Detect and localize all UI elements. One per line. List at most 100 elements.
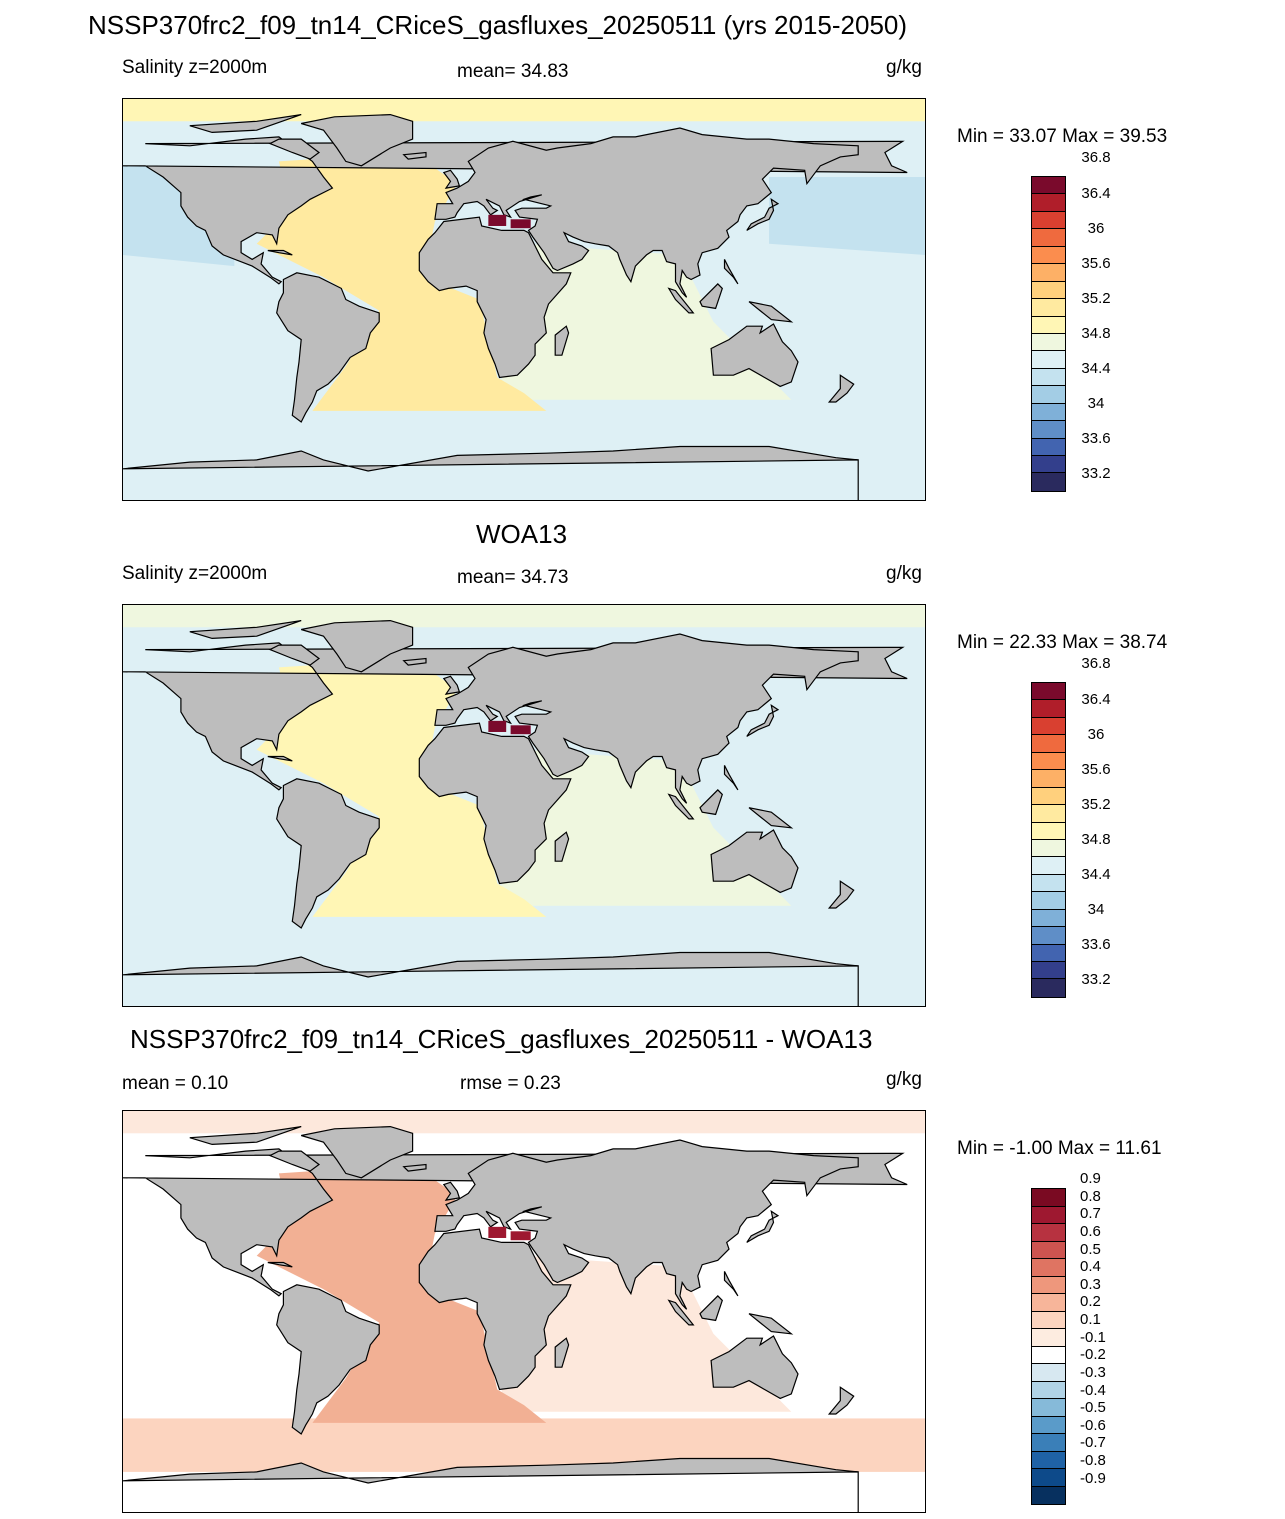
land-eurasia — [434, 1139, 859, 1310]
land-cuba — [267, 1261, 293, 1268]
mediterranean-marker — [488, 214, 507, 226]
colorbar-tick-label: 34.8 — [1081, 831, 1111, 848]
colorbar-tick-label: 36.4 — [1081, 690, 1111, 708]
colorbar-tick-label: 35.2 — [1081, 795, 1111, 813]
colorbar-swatch — [1032, 1346, 1065, 1364]
colorbar-swatch — [1032, 281, 1065, 300]
eastern-mediterranean-marker — [510, 219, 531, 229]
colorbar-tick-label: 35.6 — [1081, 254, 1111, 272]
colorbar-swatch — [1032, 1206, 1065, 1224]
land-philippines — [723, 765, 739, 791]
panel2-map — [122, 604, 926, 1007]
panel2-variable-label: Salinity z=2000m — [122, 563, 268, 584]
colorbar-tick-label: -0.1 — [1080, 1328, 1106, 1346]
land-cuba — [267, 755, 293, 762]
colorbar-swatch — [1032, 857, 1065, 875]
colorbar-tick-label: 0.4 — [1080, 1258, 1101, 1276]
land-baffin — [268, 644, 321, 666]
land-madagascar — [554, 831, 570, 862]
colorbar-swatch — [1032, 229, 1065, 247]
colorbar-swatch — [1032, 1451, 1065, 1469]
mediterranean-marker — [488, 1226, 507, 1238]
colorbar-swatch — [1032, 927, 1065, 945]
land-africa — [418, 722, 572, 885]
land-africa — [418, 216, 572, 379]
panel1-variable-label: Salinity z=2000m — [122, 57, 268, 78]
colorbar-swatch — [1032, 386, 1065, 404]
colorbar-tick-label: 33.6 — [1081, 936, 1111, 954]
panel3-minmax: Min = -1.00 Max = 11.61 — [957, 1138, 1162, 1159]
colorbar-tick-label: 0.8 — [1080, 1187, 1101, 1205]
north-pacific-west-region — [769, 682, 925, 761]
land-arcticis — [189, 620, 302, 640]
colorbar-tick-label: 0.6 — [1080, 1223, 1101, 1241]
figure-title: NSSP370frc2_f09_tn14_CRiceS_gasfluxes_20… — [88, 10, 908, 40]
colorbar-swatch — [1032, 438, 1065, 456]
colorbar-swatch — [1032, 683, 1065, 701]
colorbar-swatch — [1032, 839, 1065, 858]
colorbar-swatch — [1032, 962, 1065, 980]
colorbar-swatch — [1032, 700, 1065, 718]
arctic-ocean-region — [123, 1111, 925, 1134]
land-newguinea — [748, 1313, 794, 1335]
colorbar-tick-label: 34.4 — [1081, 866, 1111, 884]
panel3-mean-label: mean = 0.10 — [122, 1073, 229, 1094]
colorbar-tick-label: -0.7 — [1080, 1434, 1106, 1452]
colorbar-tick-label: 34 — [1087, 395, 1105, 413]
colorbar-swatch — [1032, 1399, 1065, 1417]
colorbar-swatch — [1032, 787, 1065, 806]
panel2-title: WOA13 — [476, 519, 568, 549]
land-greenland — [301, 1125, 414, 1179]
panel2-units-label: g/kg — [886, 563, 922, 584]
panel3-map — [122, 1110, 926, 1513]
panel3-rmse-label: rmse = 0.23 — [460, 1073, 561, 1094]
colorbar-tick-label: 34.8 — [1081, 325, 1111, 342]
land-namerica — [123, 136, 908, 285]
land-indonesia2 — [699, 283, 723, 310]
colorbar-tick-label: 35.6 — [1081, 760, 1111, 778]
colorbar-swatch — [1032, 1364, 1065, 1382]
land-arcticis — [189, 114, 302, 134]
colorbar-tick-label: -0.9 — [1080, 1469, 1106, 1487]
land-philippines — [723, 1271, 739, 1297]
colorbar-swatch — [1032, 1381, 1065, 1399]
land-nz — [827, 880, 855, 909]
colorbar-tick-label: 33.2 — [1081, 971, 1111, 989]
colorbar-swatch — [1032, 735, 1065, 753]
colorbar-swatch — [1032, 1276, 1065, 1294]
land-antarctica — [123, 445, 859, 500]
colorbar-swatch — [1032, 211, 1065, 230]
land-baffin — [268, 1150, 321, 1172]
colorbar-tick-label: 34 — [1087, 901, 1105, 919]
land-iceland — [402, 657, 427, 666]
colorbar-swatch — [1032, 717, 1065, 736]
colorbar-tick-label: -0.2 — [1080, 1346, 1106, 1364]
land-madagascar — [554, 1337, 570, 1368]
land-eurasia — [434, 633, 859, 804]
land-cuba — [267, 249, 293, 256]
land-uk — [442, 675, 461, 695]
colorbar-swatch — [1032, 1189, 1065, 1207]
land-indonesia1 — [667, 793, 695, 820]
mediterranean-marker — [488, 720, 507, 732]
colorbar-swatch — [1032, 805, 1065, 823]
colorbar-swatch — [1032, 1294, 1065, 1312]
land-samerica — [276, 272, 380, 423]
land-antarctica — [123, 951, 859, 1006]
colorbar-tick-label: 35.2 — [1081, 289, 1111, 307]
land-philippines — [723, 259, 739, 285]
land-indonesia2 — [699, 1295, 723, 1322]
eastern-mediterranean-marker — [510, 1231, 531, 1241]
colorbar-swatch — [1032, 473, 1065, 491]
land-newguinea — [748, 807, 794, 829]
land-japan — [746, 704, 780, 737]
panel3-title: NSSP370frc2_f09_tn14_CRiceS_gasfluxes_20… — [130, 1024, 873, 1054]
colorbar-tick-label: 0.3 — [1080, 1275, 1101, 1293]
panel1-colorbar — [1031, 176, 1066, 492]
land-madagascar — [554, 325, 570, 356]
land-newguinea — [748, 301, 794, 323]
colorbar-tick-label: 36.4 — [1081, 184, 1111, 202]
colorbar-tick-label: 36.8 — [1081, 149, 1111, 167]
atlantic-ocean-region — [256, 152, 547, 411]
panel1-units-label: g/kg — [886, 57, 922, 78]
